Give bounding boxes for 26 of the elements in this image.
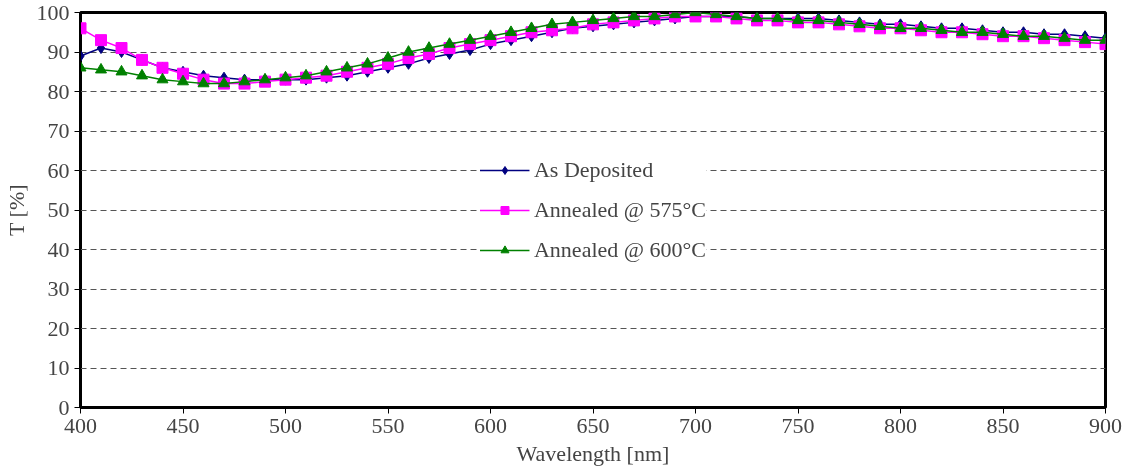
legend-label: Annealed @ 600°C [533,236,707,263]
y-tick-label: 100 [36,0,70,25]
y-axis-title: T [%] [3,184,29,236]
y-tick-label: 60 [47,157,70,183]
x-tick-label: 600 [474,412,507,438]
y-tick-label: 50 [47,197,70,222]
x-tick-label: 800 [884,412,917,438]
x-axis-title: Wavelength [nm] [516,440,670,466]
y-tick-label: 20 [47,315,70,341]
legend-label: As Deposited [533,156,654,183]
x-tick-label: 500 [269,412,302,438]
x-tick-label: 650 [576,412,610,438]
x-tick-label: 550 [371,412,405,438]
legend-label: Annealed @ 575°C [533,196,707,223]
x-tick-label: 700 [679,412,712,438]
x-tick-label: 750 [781,412,815,438]
y-tick-label: 40 [47,236,70,262]
y-tick-label: 90 [47,39,70,64]
y-tick-label: 10 [47,355,70,380]
x-tick-label: 450 [166,412,200,438]
y-tick-label: 30 [47,276,70,301]
x-tick-label: 850 [986,412,1020,438]
y-tick-label: 70 [47,118,70,143]
y-tick-label: 0 [58,394,70,420]
x-tick-label: 900 [1089,412,1122,438]
y-tick-label: 80 [47,78,70,104]
